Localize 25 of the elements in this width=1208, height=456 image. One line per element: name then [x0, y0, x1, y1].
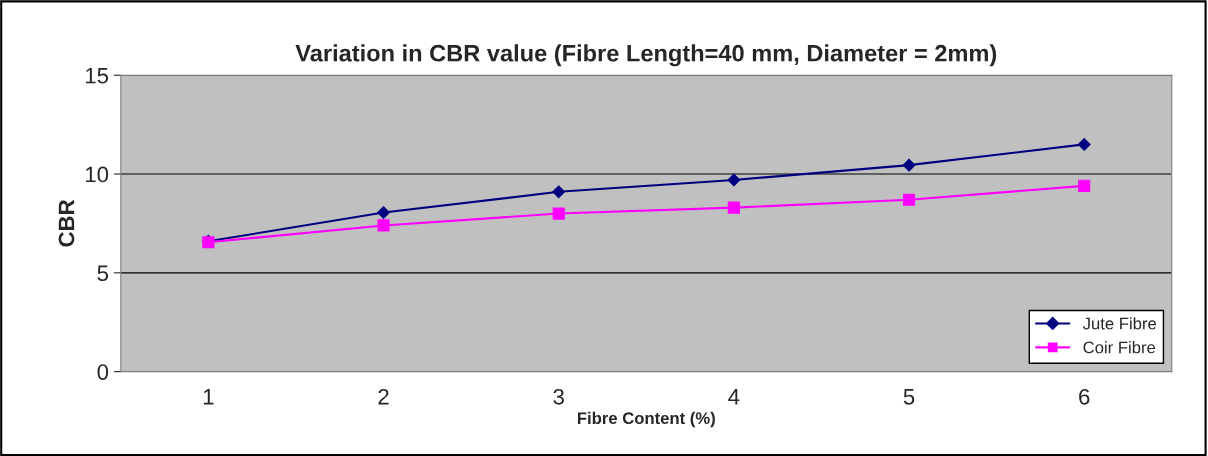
point: [727, 173, 741, 187]
x-axis-title: Fibre Content (%): [577, 411, 715, 428]
legend-label: Coir Fibre: [1083, 341, 1156, 354]
point: [902, 193, 916, 206]
y-tick-label: 10: [85, 166, 109, 183]
point: [552, 207, 565, 220]
legend-label: Jute Fibre: [1082, 317, 1157, 330]
x-tick-label: 1: [203, 389, 214, 405]
point: [902, 158, 916, 172]
y-tick-label: 0: [97, 364, 109, 380]
point: [377, 219, 390, 232]
point: [727, 201, 740, 214]
point: [1077, 137, 1091, 151]
x-tick-label: 4: [728, 389, 740, 405]
y-axis-title: CBR: [58, 199, 75, 247]
y-tick-label: 15: [85, 68, 109, 84]
x-tick-label: 2: [378, 388, 389, 405]
point: [377, 206, 390, 219]
x-tick-label: 3: [553, 388, 564, 405]
y-tick-label: 5: [97, 265, 109, 282]
x-tick-label: 6: [1079, 388, 1090, 405]
point: [1078, 179, 1091, 192]
x-tick-label: 5: [903, 389, 915, 405]
point: [552, 185, 566, 199]
chart-title: Variation in CBR value (Fibre Length=40 mm, Diameter = 2mm): [295, 44, 997, 67]
